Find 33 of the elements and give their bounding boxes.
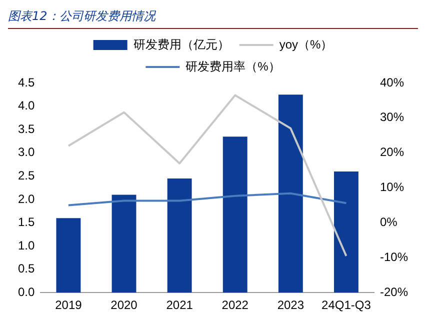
y2-tick-label: 0% [380, 215, 398, 230]
y-tick-label: 2.5 [18, 168, 35, 182]
y2-tick-label: 10% [380, 180, 404, 194]
y-tick-label: 4.0 [18, 98, 35, 113]
y-tick-label: 1.5 [18, 215, 35, 230]
legend-label: 研发费用（亿元） [133, 37, 230, 52]
chart-title: 图表12：公司研发费用情况 [8, 8, 418, 29]
bar [56, 218, 81, 293]
y-tick-label: 0.5 [18, 262, 35, 276]
y2-tick-label: 30% [380, 110, 404, 124]
y-tick-label: 4.5 [18, 75, 35, 90]
x-tick-label: 2019 [55, 298, 82, 312]
x-tick-label: 2022 [222, 298, 249, 312]
y2-tick-label: 20% [380, 145, 404, 160]
x-tick-label: 2020 [110, 298, 138, 312]
legend-label: yoy（%） [279, 37, 333, 52]
bar [278, 94, 303, 293]
y2-tick-label: -20% [380, 284, 408, 299]
y-tick-label: 1.0 [18, 238, 35, 252]
y2-tick-label: 40% [380, 75, 404, 90]
x-tick-label: 2021 [166, 298, 194, 312]
x-tick-label: 2023 [277, 298, 304, 312]
bar [222, 136, 248, 293]
y-tick-label: 3.5 [18, 122, 35, 136]
bar [112, 194, 136, 293]
x-tick-label: 24Q1-Q3 [322, 298, 372, 312]
bar [167, 178, 192, 293]
y-tick-label: 0.0 [18, 284, 35, 299]
y2-tick-label: -10% [380, 250, 408, 264]
y-tick-label: 3.0 [18, 145, 35, 160]
legend-label: 研发费用率（%） [186, 59, 280, 74]
y-tick-label: 2.0 [18, 192, 35, 206]
bar [334, 172, 358, 293]
